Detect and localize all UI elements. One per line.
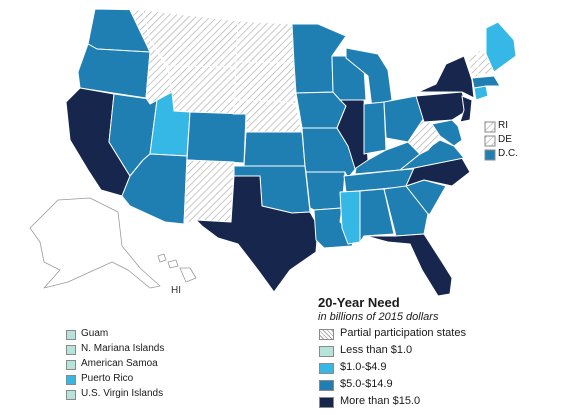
state-CO (186, 111, 247, 164)
territory-label: Guam (81, 328, 109, 339)
state-GA (383, 185, 429, 237)
legend-item: More than $15.0 (318, 394, 518, 411)
legend-item: $1.0-$4.9 (318, 360, 518, 377)
small-state-label-de: DE (498, 134, 512, 145)
legend-swatch (319, 329, 334, 340)
small-state-swatch-dc (484, 149, 496, 161)
state-ND (235, 20, 295, 64)
legend-item: $5.0-$14.9 (318, 377, 518, 394)
territory-label: N. Mariana Islands (81, 343, 165, 354)
territory-label: Puerto Rico (81, 373, 134, 384)
state-SD (234, 61, 297, 105)
small-state-swatch-de (484, 135, 496, 147)
territory-swatch (66, 390, 76, 400)
small-state-label-ri: RI (498, 120, 508, 131)
state-NY (417, 55, 475, 99)
state-HI (157, 253, 197, 283)
territory-swatch (66, 330, 76, 340)
state-MS (339, 190, 361, 245)
hawaii-label: HI (171, 285, 181, 296)
legend-swatch (319, 380, 334, 391)
small-state-swatch-ri (484, 121, 496, 133)
legend-swatch (319, 346, 334, 357)
state-KS (243, 131, 306, 167)
state-AL (359, 188, 395, 243)
legend-label: $5.0-$14.9 (340, 378, 393, 390)
legend-item: Less than $1.0 (318, 343, 518, 360)
state-FL (365, 233, 453, 297)
state-MA (471, 75, 501, 89)
territory-label: U.S. Virgin Islands (81, 388, 164, 399)
legend-label: $1.0-$4.9 (340, 361, 387, 373)
state-IN (363, 101, 387, 155)
state-ME (485, 21, 517, 73)
state-WY (167, 65, 237, 116)
legend-label: Less than $1.0 (340, 344, 413, 356)
small-state-label-dc: D.C. (498, 148, 518, 159)
legend-title: 20-Year Need (318, 295, 400, 310)
state-AK (29, 197, 161, 289)
legend-label: More than $15.0 (340, 395, 421, 407)
legend: 20-Year Need in billions of 2015 dollars… (318, 295, 518, 411)
state-NM (183, 159, 235, 225)
state-MD (431, 119, 463, 147)
territory-swatch (66, 360, 76, 370)
territory-swatch (66, 375, 76, 385)
state-AR (305, 171, 346, 211)
legend-swatch (319, 397, 334, 408)
state-TX (195, 175, 319, 293)
legend-subtitle: in billions of 2015 dollars (318, 311, 439, 323)
legend-swatch (319, 363, 334, 374)
state-PA (415, 91, 469, 123)
territory-label: American Samoa (81, 358, 158, 369)
legend-label: Partial participation states (340, 327, 466, 339)
legend-item: Partial participation states (318, 326, 518, 343)
territory-swatch (66, 345, 76, 355)
state-NJ (459, 95, 473, 123)
